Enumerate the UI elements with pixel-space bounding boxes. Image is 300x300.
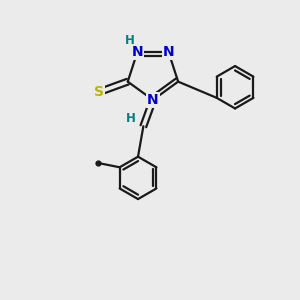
Text: S: S: [94, 85, 104, 99]
Text: H: H: [126, 112, 136, 125]
Text: N: N: [147, 93, 159, 107]
Text: H: H: [125, 34, 135, 47]
Text: N: N: [132, 45, 143, 59]
Text: N: N: [163, 45, 174, 59]
